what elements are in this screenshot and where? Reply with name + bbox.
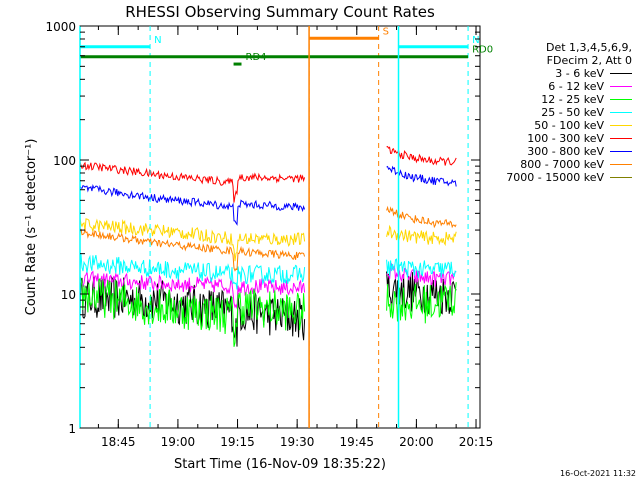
legend-entry: 25 - 50 keV [506,106,632,119]
series-line [386,165,457,187]
legend-entry: 12 - 25 keV [506,93,632,106]
axes: 1 10 100 1000 18:45 19:00 19:15 19:30 19:45 20:00… [45,20,493,449]
legend-entry: 7000 - 15000 keV [506,171,632,184]
x-tick-label: 18:45 [101,435,136,449]
legend-swatch [610,138,632,139]
x-tick-label: 20:00 [399,435,434,449]
marker-label: S [383,26,389,37]
legend-header-line-1: Det 1,3,4,5,6,9, [545,41,632,54]
legend-entry: 50 - 100 keV [506,119,632,132]
chart-title: RHESSI Observing Summary Count Rates [125,3,435,21]
x-axis-label: Start Time (16-Nov-09 18:35:22) [174,457,386,472]
data-series [79,146,457,347]
legend-entry-label: 50 - 100 keV [534,119,604,132]
y-tick-label: 1 [68,422,76,436]
legend-entry-label: 6 - 12 keV [548,80,604,93]
series-line [79,218,306,262]
y-tick-label: 1000 [45,20,76,34]
series-line [386,224,457,247]
legend-entry-label: 7000 - 15000 keV [506,171,604,184]
series-line [79,184,306,226]
marker-label: RD4 [246,52,267,63]
x-tick-label: 19:15 [220,435,255,449]
legend-swatch [610,99,632,100]
marker-label: RD0 [472,45,493,56]
series-line [79,254,306,290]
legend-entry: 3 - 6 keV [506,67,632,80]
legend-entry: 300 - 800 keV [506,145,632,158]
y-tick-label: 10 [61,288,76,302]
legend-entries: 3 - 6 keV 6 - 12 keV 12 - 25 keV 25 - 50 ke… [506,67,632,184]
marker-label: N [154,35,161,46]
legend-entry-label: 300 - 800 keV [527,145,604,158]
legend-swatch [610,164,632,165]
series-line [386,205,457,229]
legend-swatch [610,125,632,126]
x-tick-label: 19:45 [339,435,374,449]
series-line [79,276,306,347]
y-axis-label: Count Rate (s⁻¹ detector⁻¹) [24,139,39,316]
legend-entry: 100 - 300 keV [506,132,632,145]
series-line [79,227,306,272]
legend-entry-label: 100 - 300 keV [527,132,604,145]
x-tick-label: 20:15 [459,435,494,449]
legend-swatch [610,151,632,152]
y-tick-label: 100 [53,154,76,168]
series-line [79,161,306,203]
mode-markers: N N S RD0 RD4 [79,26,493,428]
series-line [79,276,306,347]
generated-timestamp: 16-Oct-2021 11:32 [560,469,636,478]
x-tick-label: 19:30 [280,435,315,449]
legend-swatch [610,177,632,178]
x-tick-label: 19:00 [161,435,196,449]
legend-swatch [610,73,632,74]
legend-entry-label: 800 - 7000 keV [520,158,604,171]
legend-swatch [610,112,632,113]
legend-entry-label: 12 - 25 keV [541,93,604,106]
series-line [79,270,306,309]
legend: Det 1,3,4,5,6,9, FDecim 2, Att 0 3 - 6 k… [506,41,632,184]
legend-swatch [610,86,632,87]
series-line [386,146,457,166]
legend-entry: 800 - 7000 keV [506,158,632,171]
legend-header-line-2: FDecim 2, Att 0 [546,54,632,67]
legend-entry-label: 3 - 6 keV [555,67,604,80]
legend-entry: 6 - 12 keV [506,80,632,93]
marker-label: N [472,35,479,46]
legend-entry-label: 25 - 50 keV [541,106,604,119]
